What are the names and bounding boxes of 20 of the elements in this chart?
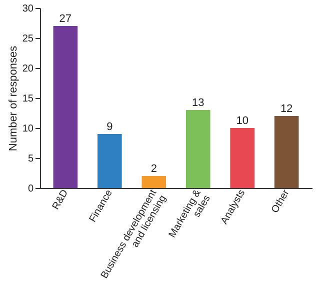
data-label: 27 [59, 13, 72, 25]
y-tick-label: 15 [22, 94, 34, 104]
bar [142, 176, 166, 188]
data-label: 12 [280, 103, 293, 115]
bar [230, 128, 255, 188]
data-label: 10 [236, 115, 248, 127]
data-label: 2 [150, 163, 157, 175]
bar [274, 116, 299, 188]
bar [97, 134, 122, 188]
y-tick-label: 30 [22, 4, 34, 14]
y-axis-title: Number of responses [7, 45, 20, 152]
bar [53, 26, 78, 188]
y-tick-label: 25 [22, 34, 34, 44]
y-tick-label: 0 [28, 184, 34, 194]
y-tick-label: 20 [22, 64, 34, 74]
bar [186, 110, 210, 188]
data-label: 13 [192, 97, 204, 109]
y-tick-label: 10 [22, 124, 34, 134]
data-label: 9 [106, 121, 113, 133]
y-tick-label: 5 [28, 154, 34, 164]
